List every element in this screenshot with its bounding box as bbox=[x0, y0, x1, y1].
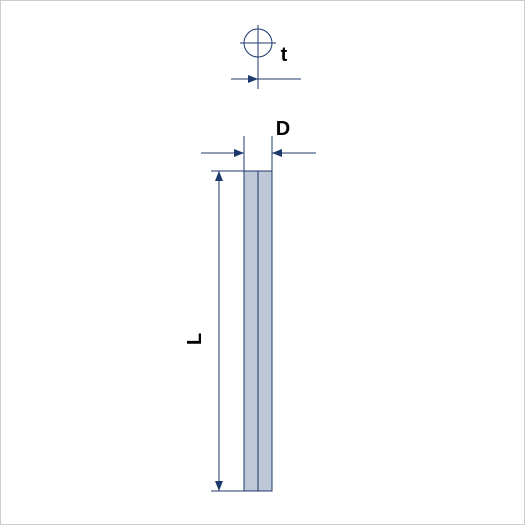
dim-label-D: D bbox=[276, 118, 290, 140]
diagram-stage: t D L bbox=[0, 0, 525, 525]
dim-label-L: L bbox=[184, 333, 206, 345]
dim-label-t: t bbox=[281, 44, 288, 66]
technical-drawing: t D L bbox=[1, 1, 525, 526]
